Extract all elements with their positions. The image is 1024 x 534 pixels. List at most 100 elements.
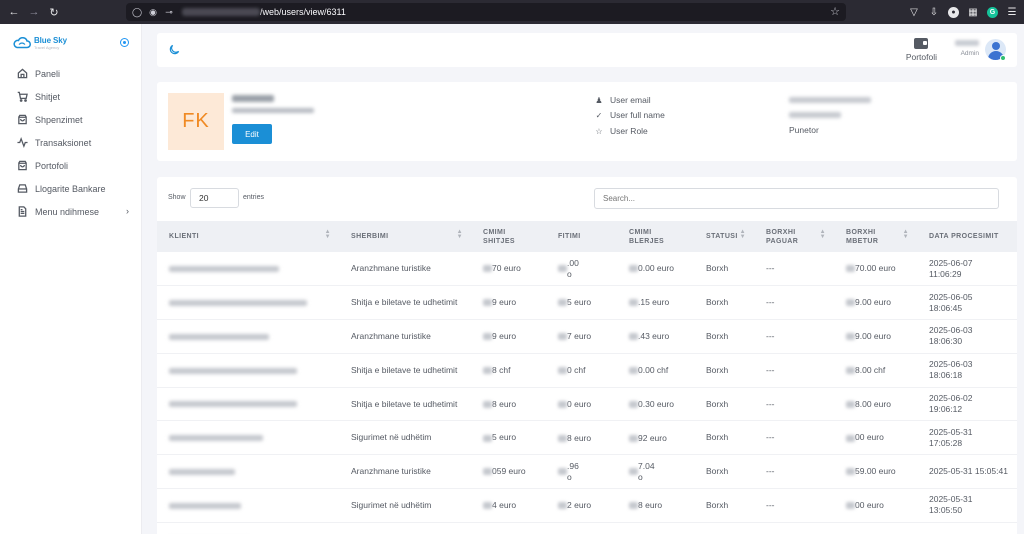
column-header-borxhi-mbetur[interactable]: BORXHI MBETUR ▲ ▼ [846, 228, 909, 245]
table-row[interactable]: Shitja e biletave te udhetimit 8 euro 0 eu… [157, 387, 1017, 422]
sidebar-item-llogarite-bankare[interactable]: Llogarite Bankare [0, 177, 141, 200]
grammarly-icon[interactable]: G [987, 6, 998, 18]
sidebar-menu: Paneli Shitjet Shpenzimet Transaksionet … [0, 62, 141, 223]
cell-data-procesimit: 2025-06-05 18:06:45 [917, 285, 1017, 321]
cell-klienti [157, 488, 339, 523]
sidebar-item-portofoli[interactable]: Portofoli [0, 154, 141, 177]
sidebar-toggle-icon[interactable] [120, 38, 129, 47]
menu-hamburger-icon[interactable]: ☰ [1007, 6, 1017, 18]
cell-klienti [157, 522, 339, 534]
pocket-icon[interactable]: ▽ [910, 6, 918, 18]
cell-cmimi-shitjes: 059 euro [471, 454, 546, 490]
value-redacted [629, 265, 638, 273]
bag-icon [16, 114, 28, 126]
cell-klienti [157, 454, 339, 490]
edit-button[interactable]: Edit [232, 124, 272, 144]
status-text: Borxh [706, 364, 729, 375]
purchase-price-text: 0.00 chf [638, 364, 669, 375]
sidebar-item-transaksionet[interactable]: Transaksionet [0, 131, 141, 154]
column-header-statusi[interactable]: STATUSI ▲ ▼ [706, 229, 746, 240]
extensions-icon[interactable]: ▦ [968, 6, 978, 18]
column-header-cmimi-shitjes[interactable]: CMIMI SHITJES [483, 228, 515, 245]
status-text: Borxh [706, 466, 729, 477]
column-header-fitimi[interactable]: FITIMI [558, 233, 581, 240]
cloud-logo-icon [13, 37, 31, 49]
forward-arrow-icon[interactable]: → [28, 6, 40, 18]
column-header-cmimi-blerjes[interactable]: CMIMI BLERJES [629, 228, 665, 245]
client-name-redacted [169, 367, 297, 374]
bookmark-star-icon[interactable]: ☆ [830, 6, 840, 18]
purchase-price-text: 7.04 [638, 460, 655, 471]
brand-logo[interactable]: Blue Sky Travel Agency [12, 36, 67, 50]
avatar[interactable] [985, 39, 1006, 60]
cell-statusi: Borxh [694, 252, 754, 287]
value-redacted [558, 434, 567, 442]
table-row[interactable]: Aranzhmane turistike 9 euro 7 euro .43 euro… [157, 319, 1017, 354]
moon-icon[interactable] [169, 44, 180, 55]
table-row[interactable]: Sigurimet në udhëtim 4 euro 2 euro 8 euro Bo… [157, 488, 1017, 523]
cell-fitimi [546, 522, 617, 534]
cart-icon [16, 91, 28, 103]
remaining-debt-text: 00 euro [855, 432, 884, 443]
value-redacted [846, 468, 855, 476]
value-redacted [558, 265, 567, 273]
search-input[interactable] [594, 188, 999, 209]
cell-statusi: Borxh [694, 319, 754, 354]
reload-icon[interactable]: ↻ [49, 6, 59, 19]
table-row[interactable]: Aranzhmane turistike 059 euro .96 o 7.04 o Bor… [157, 454, 1017, 490]
wallet-link[interactable]: Portofoli [906, 38, 937, 62]
status-text: Borxh [706, 297, 729, 308]
entries-select[interactable]: 20 [190, 188, 239, 208]
paid-debt-text: --- [766, 466, 775, 477]
column-header-klienti[interactable]: KLIENTI ▲ ▼ [169, 229, 331, 240]
wallet-icon [914, 38, 929, 49]
table-row[interactable]: Shitja e biletave te udhetimit 8 chf 0 chf… [157, 353, 1017, 388]
back-arrow-icon[interactable]: ← [8, 6, 20, 18]
show-label: Show [168, 194, 186, 201]
value-redacted [483, 468, 492, 476]
cell-data-procesimit: 2025-05-31 13:05:50 [917, 488, 1017, 523]
process-date-text: 2025-06-03 [929, 325, 973, 336]
sale-price-text: 8 chf [492, 364, 511, 375]
cell-statusi: Borxh [694, 420, 754, 456]
purchase-price-text: .43 euro [638, 331, 670, 342]
table-row[interactable]: Shitja e biletave te 2025-05-27 [157, 522, 1017, 534]
service-text: Aranzhmane turistike [351, 330, 431, 341]
cell-cmimi-blerjes: 0.00 euro [617, 252, 694, 287]
value-redacted [483, 434, 492, 442]
user-role: Admin [960, 50, 979, 57]
cell-cmimi-shitjes: 4 euro [471, 488, 546, 523]
user-info[interactable]: Admin [955, 40, 979, 57]
value-redacted [846, 400, 855, 408]
cell-cmimi-blerjes: 8 euro [617, 488, 694, 523]
service-text: Shitja e biletave te udhetimit [351, 297, 458, 308]
service-text: Sigurimet në udhëtim [351, 499, 432, 510]
cell-cmimi-blerjes: 7.04 o [617, 454, 694, 490]
profit-text: 5 euro [567, 297, 592, 308]
sale-price-text: 70 euro [492, 263, 521, 274]
download-icon[interactable]: ⇩ [929, 6, 939, 18]
cell-klienti [157, 285, 339, 321]
cell-sherbimi: Aranzhmane turistike [339, 319, 471, 354]
sidebar-item-shitjet[interactable]: Shitjet [0, 85, 141, 108]
sidebar-item-label: Llogarite Bankare [35, 183, 106, 194]
table-row[interactable]: Aranzhmane turistike 70 euro .00 o 0.00 euro… [157, 252, 1017, 287]
user-role-label: User Role [610, 126, 648, 136]
table-row[interactable]: Sigurimet në udhëtim 5 euro 8 euro 92 euro B… [157, 420, 1017, 456]
sidebar-item-paneli[interactable]: Paneli [0, 62, 141, 85]
client-name-redacted [169, 265, 279, 272]
info-row-email: ♟ User email [594, 94, 650, 106]
client-name-redacted [169, 468, 235, 475]
cell-data-procesimit: 2025-06-07 11:06:29 [917, 252, 1017, 287]
sidebar-item-menu-ndihmese[interactable]: Menu ndihmese › [0, 200, 141, 223]
table-row[interactable]: Shitja e biletave te udhetimit 9 euro 5 eu… [157, 285, 1017, 321]
extension-badge-icon[interactable]: ● [948, 6, 959, 18]
sidebar-item-shpenzimet[interactable]: Shpenzimet [0, 108, 141, 131]
column-header-borxhi-paguar[interactable]: BORXHI PAGUAR ▲ ▼ [766, 228, 826, 245]
cell-borxhi-mbetur: 8.00 chf [834, 353, 917, 388]
column-header-data-procesimit[interactable]: DATA PROCESIMIT [929, 233, 999, 240]
paid-debt-text: --- [766, 330, 775, 341]
column-header-sherbimi[interactable]: SHERBIMI ▲ ▼ [351, 229, 463, 240]
process-time-text: 18:06:45 [929, 302, 963, 313]
address-bar[interactable]: ◯ ◉ ⊸ /web/users/view/6311 ☆ [126, 3, 846, 21]
